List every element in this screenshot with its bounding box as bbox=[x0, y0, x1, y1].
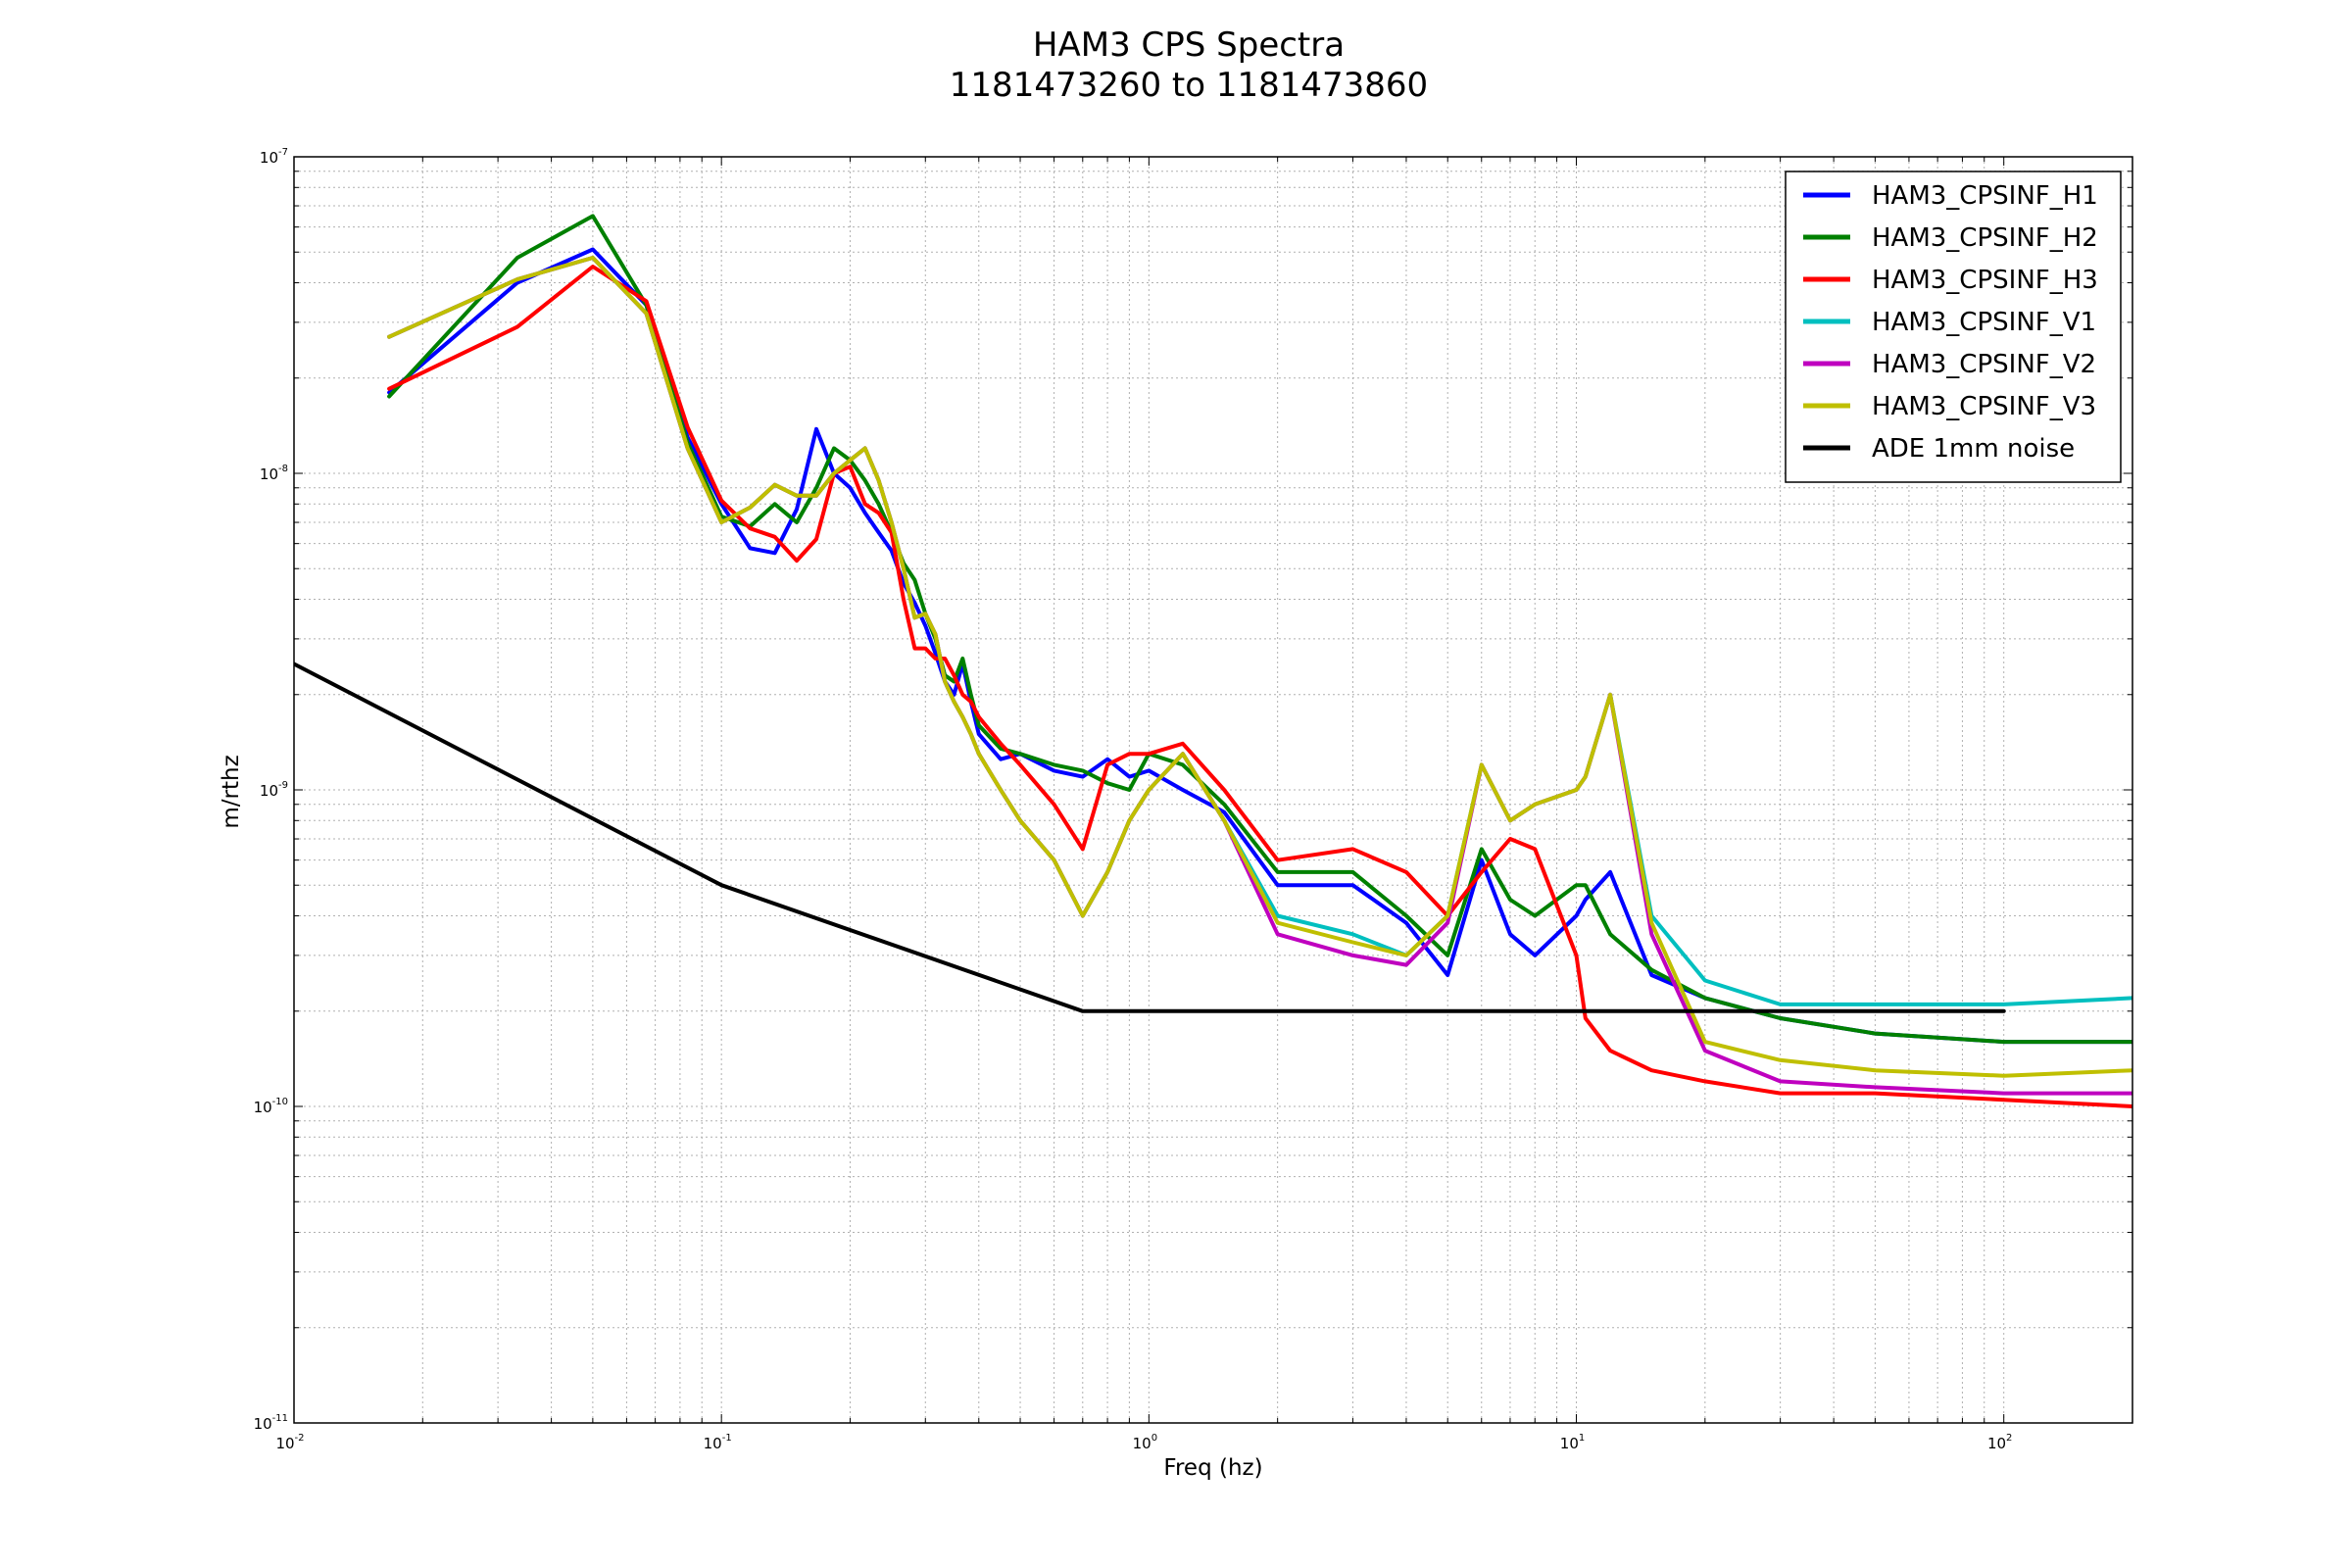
legend-box bbox=[1785, 171, 2122, 483]
series-line-ham3-cpsinf-h1 bbox=[387, 247, 2132, 1045]
y-tick-label-base: 10 bbox=[260, 149, 278, 167]
x-tick-label-exponent: 2 bbox=[2006, 1433, 2012, 1444]
x-tick-label-base: 10 bbox=[704, 1435, 722, 1452]
x-tick-labels: 10-2 10-1 100 101 102 bbox=[275, 1433, 2012, 1452]
ticks bbox=[293, 156, 2133, 1424]
series-line-ham3-cpsinf-v3 bbox=[387, 256, 2132, 1078]
y-axis-label: m/rthz bbox=[219, 755, 244, 828]
grid bbox=[293, 156, 2133, 1424]
x-tick-label: 100 bbox=[1133, 1433, 1157, 1452]
x-tick-label: 101 bbox=[1560, 1433, 1585, 1452]
y-tick-label-base: 10 bbox=[260, 782, 278, 800]
legend: HAM3_CPSINF_H1 HAM3_CPSINF_H2 HAM3_CPSINF_… bbox=[1785, 171, 2122, 483]
legend-label: HAM3_CPSINF_H1 bbox=[1872, 181, 2098, 211]
y-tick-label: 10-9 bbox=[260, 780, 288, 800]
series-lines bbox=[294, 214, 2132, 1108]
y-tick-label-exponent: -9 bbox=[278, 780, 288, 791]
y-tick-label-exponent: -7 bbox=[278, 147, 288, 158]
x-axis-label: Freq (hz) bbox=[1163, 1455, 1262, 1481]
plot-area bbox=[294, 214, 2132, 1108]
y-tick-label-base: 10 bbox=[254, 1415, 272, 1433]
x-tick-label-base: 10 bbox=[1133, 1435, 1152, 1452]
y-tick-label-base: 10 bbox=[254, 1099, 272, 1116]
plot-frame bbox=[293, 156, 2133, 1424]
y-tick-label: 10-7 bbox=[260, 147, 288, 167]
legend-label: HAM3_CPSINF_V3 bbox=[1872, 392, 2096, 421]
y-tick-label-exponent: -10 bbox=[272, 1097, 288, 1107]
y-tick-label-exponent: -8 bbox=[278, 464, 288, 474]
series-line-ham3-cpsinf-h3 bbox=[387, 265, 2132, 1108]
x-tick-label-base: 10 bbox=[1987, 1435, 2006, 1452]
y-tick-label-exponent: -11 bbox=[272, 1413, 288, 1424]
y-tick-label-base: 10 bbox=[260, 466, 278, 483]
legend-label: HAM3_CPSINF_V1 bbox=[1872, 308, 2096, 337]
y-tick-label: 10-8 bbox=[260, 464, 288, 483]
chart-title: HAM3 CPS Spectra bbox=[1033, 25, 1345, 65]
x-tick-label: 10-2 bbox=[275, 1433, 304, 1452]
x-tick-label: 10-1 bbox=[704, 1433, 732, 1452]
x-tick-label-exponent: -2 bbox=[295, 1433, 305, 1444]
legend-label: HAM3_CPSINF_H3 bbox=[1872, 266, 2098, 295]
x-tick-label: 102 bbox=[1987, 1433, 2012, 1452]
y-tick-label: 10-11 bbox=[254, 1413, 288, 1433]
series-line-ham3-cpsinf-h2 bbox=[387, 214, 2132, 1045]
y-tick-label: 10-10 bbox=[254, 1097, 288, 1116]
series-line-ade-1mm-noise bbox=[294, 662, 2006, 1013]
x-tick-label-exponent: 0 bbox=[1152, 1433, 1157, 1444]
legend-label: ADE 1mm noise bbox=[1872, 434, 2075, 464]
legend-label: HAM3_CPSINF_H2 bbox=[1872, 223, 2098, 253]
x-tick-label-base: 10 bbox=[1560, 1435, 1579, 1452]
x-tick-label-exponent: 1 bbox=[1579, 1433, 1585, 1444]
x-tick-label-exponent: -1 bbox=[722, 1433, 732, 1444]
legend-label: HAM3_CPSINF_V2 bbox=[1872, 350, 2096, 379]
chart-subtitle: 1181473260 to 1181473860 bbox=[950, 66, 1428, 105]
x-tick-label-base: 10 bbox=[275, 1435, 294, 1452]
